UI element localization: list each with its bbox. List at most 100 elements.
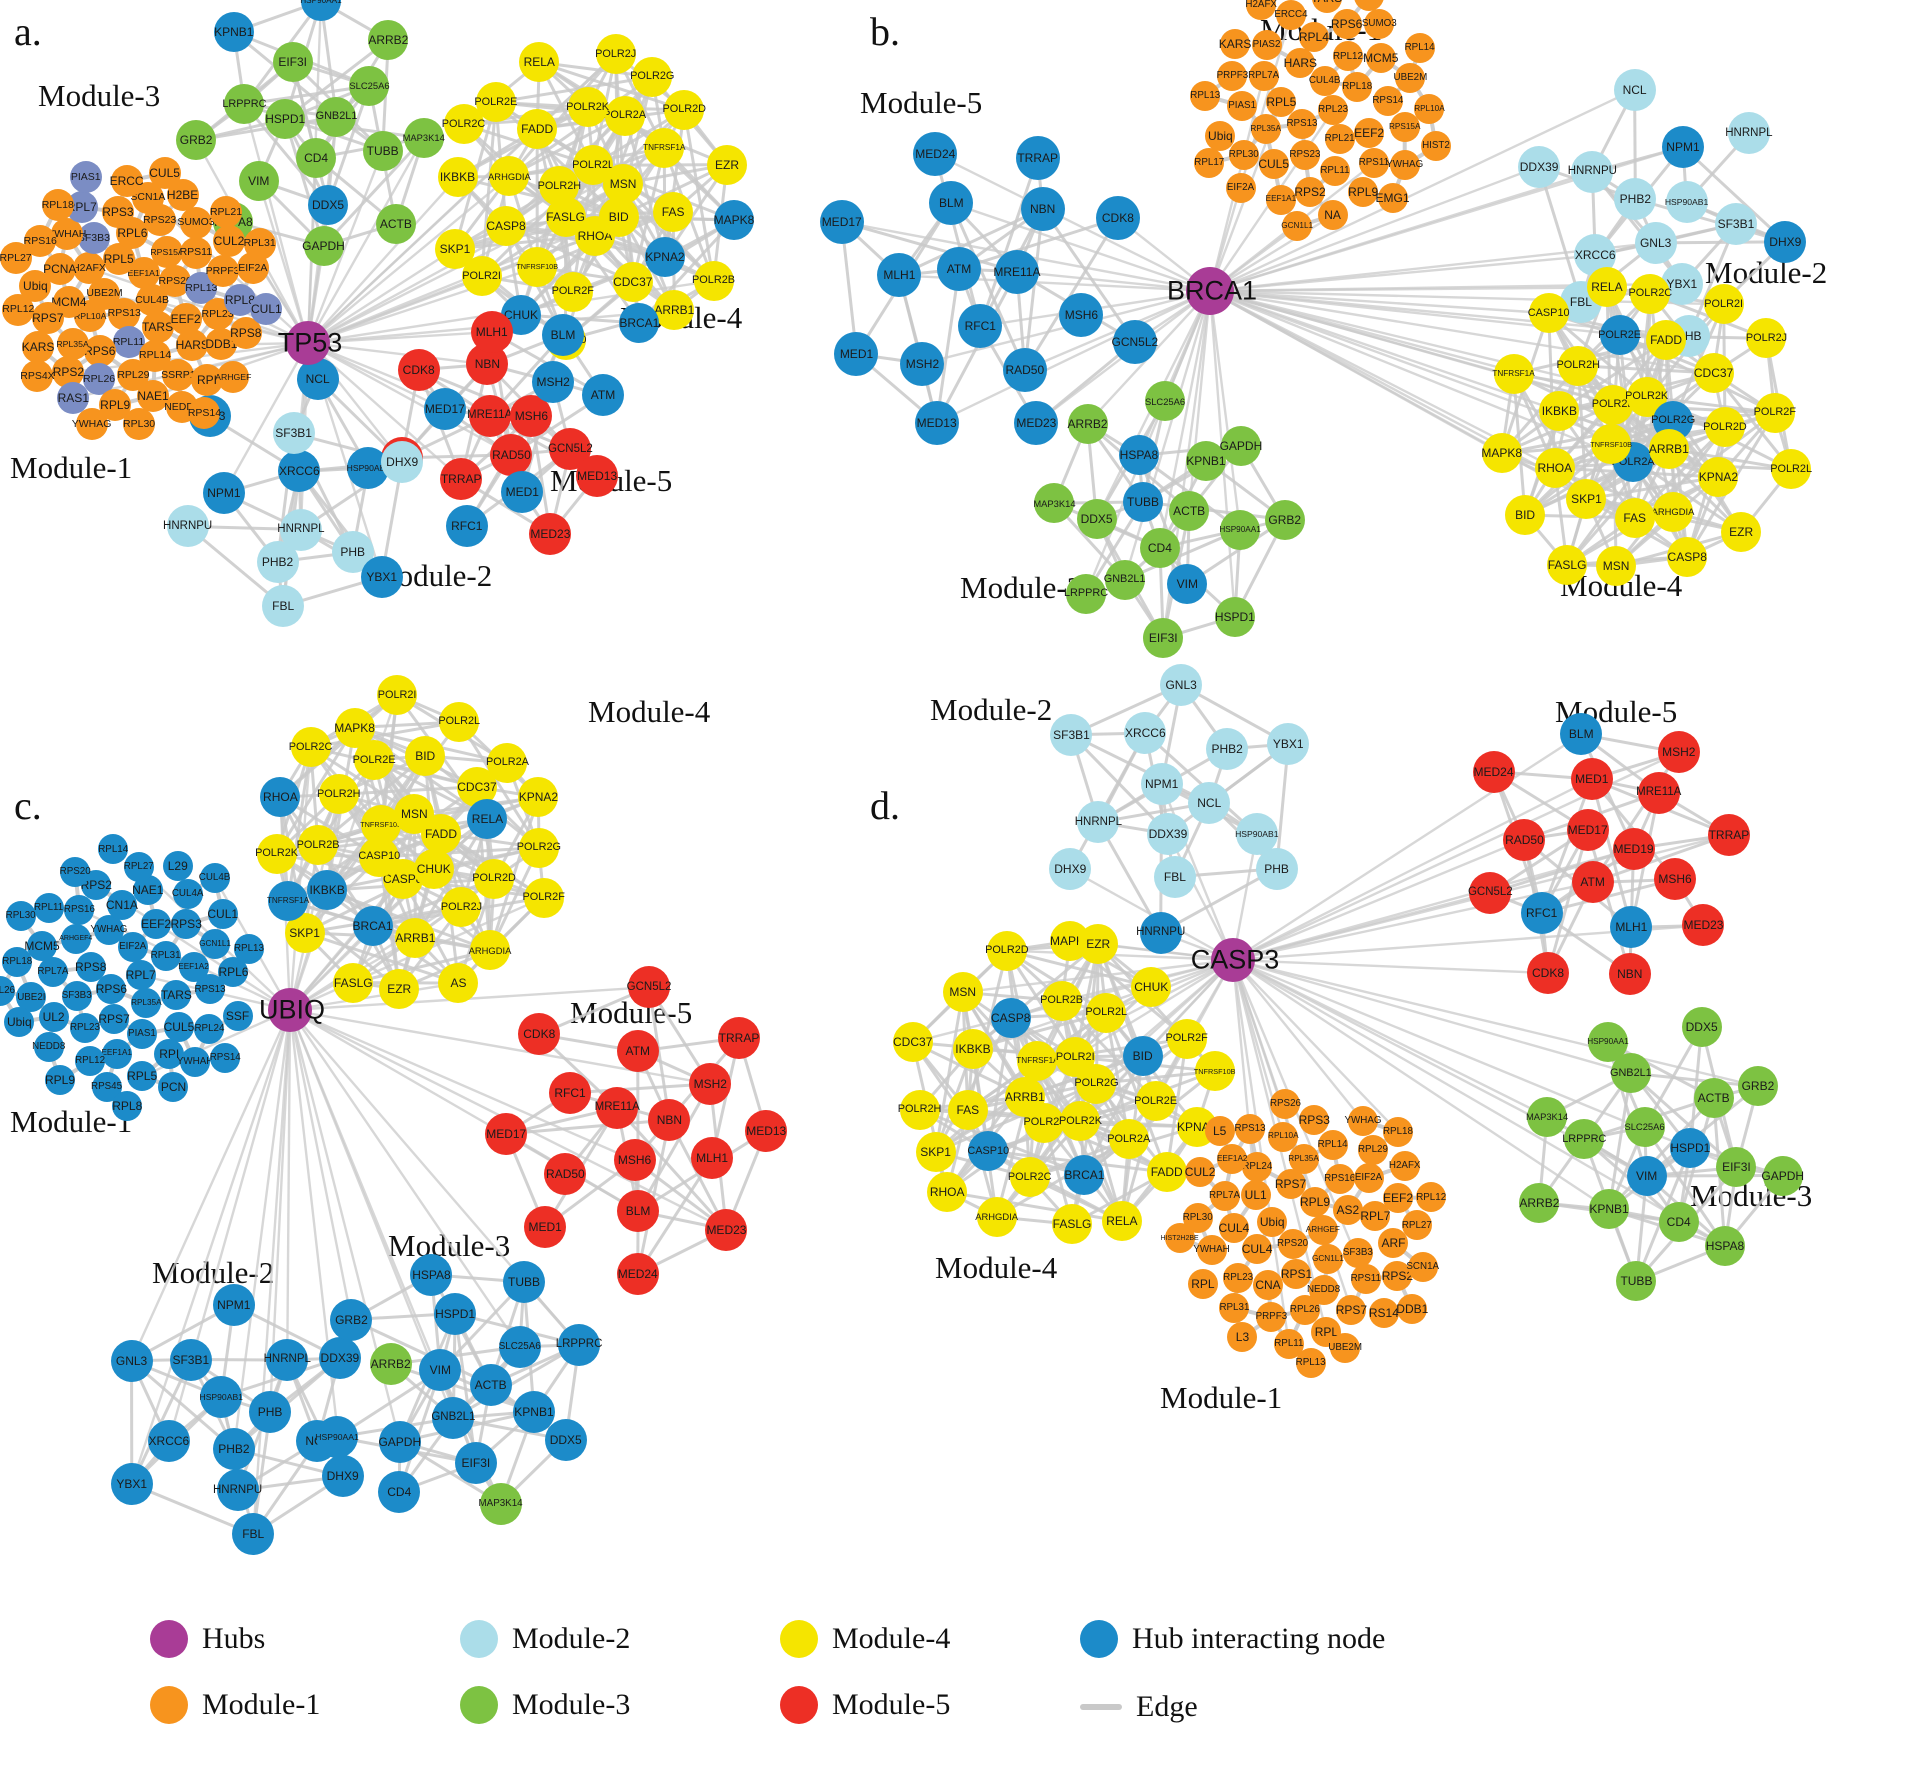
node-phb2[interactable]: PHB2 [256,540,299,583]
node-as2[interactable]: AS2 [1332,1195,1363,1226]
node-eif2a[interactable]: EIF2A [1225,172,1256,203]
node-polr2f[interactable]: POLR2F [1754,392,1796,433]
node-fadd[interactable]: FADD [1146,1152,1187,1193]
node-rpl7a[interactable]: RPL7A [37,956,68,987]
node-polr2e[interactable]: POLR2E [1134,1081,1177,1122]
node-rpl9[interactable]: RPL9 [1348,176,1378,207]
node-prpf3[interactable]: PRPF3 [206,254,240,287]
node-hspa8[interactable]: HSPA8 [1704,1225,1745,1266]
node-polr2l[interactable]: POLR2L [438,701,480,742]
node-tubb[interactable]: TUBB [503,1261,546,1304]
node-map3k14[interactable]: MAP3K14 [1033,483,1076,524]
hub-node[interactable] [1211,938,1255,982]
node-rpl4[interactable]: RPL4 [1299,21,1329,52]
node-rps4x[interactable]: RPS4X [20,360,55,393]
hub-label-ubiq[interactable]: UBIQ [258,994,326,1025]
node-hspd1[interactable]: HSPD1 [1214,596,1255,637]
node-mlh1[interactable]: MLH1 [470,311,513,354]
node-grb2[interactable]: GRB2 [1264,499,1305,540]
node-arrb1[interactable]: ARRB1 [1648,428,1689,469]
node-gcn5l2[interactable]: GCN5L2 [1468,871,1513,914]
node-cul1[interactable]: CUL1 [250,293,283,326]
node-blm[interactable]: BLM [617,1190,660,1233]
node-rpl31[interactable]: RPL31 [1219,1292,1250,1323]
node-pias1[interactable]: PIAS1 [1227,91,1258,122]
node-rpl13[interactable]: RPL13 [1190,80,1221,111]
node-eef1a2[interactable]: EEF1A2 [1217,1143,1247,1174]
node-rps3[interactable]: RPS3 [171,909,202,940]
node-na[interactable]: NA [1317,200,1348,231]
node-med1[interactable]: MED1 [524,1205,567,1248]
node-rela[interactable]: RELA [1101,1201,1142,1242]
node-arhgdia[interactable]: ARHGDIA [975,1196,1018,1237]
node-bid[interactable]: BID [1122,1035,1163,1076]
node-rps7[interactable]: RPS7 [1336,1295,1367,1326]
node-med24[interactable]: MED24 [616,1252,659,1295]
node-ssrp1[interactable]: SSRP1 [161,358,196,391]
node-sf3b1[interactable]: SF3B1 [169,1338,212,1381]
node-polr2i[interactable]: POLR2I [461,256,502,297]
node-polr2k[interactable]: POLR2K [566,87,609,128]
node-ncl[interactable]: NCL [1613,68,1656,111]
node-arrb2[interactable]: ARRB2 [369,1343,412,1386]
node-cd4[interactable]: CD4 [1139,527,1180,568]
node-med23[interactable]: MED23 [1682,904,1725,947]
node-rpl23[interactable]: RPL23 [1318,95,1349,126]
node-npm1[interactable]: NPM1 [1140,763,1183,806]
node-chuk[interactable]: CHUK [413,849,454,890]
node-bid[interactable]: BID [405,735,446,776]
node-rpl18[interactable]: RPL18 [2,947,33,978]
node-ubiq[interactable]: Ubiq [1257,1206,1288,1237]
node-casp10[interactable]: CASP10 [1528,293,1570,334]
node-rpl21[interactable]: RPL21 [210,195,242,228]
node-rela[interactable]: RELA [519,42,560,83]
node-ddx5[interactable]: DDX5 [1076,498,1117,539]
node-kpna2[interactable]: KPNA2 [518,777,559,818]
node-kars[interactable]: KARS [1219,28,1251,59]
node-npm1[interactable]: NPM1 [202,472,245,515]
node-blm[interactable]: BLM [1560,713,1603,756]
node-polr2f[interactable]: POLR2F [1165,1018,1208,1059]
node-msn[interactable]: MSN [1596,545,1637,586]
node-rpl9[interactable]: RPL9 [1300,1186,1330,1217]
node-mapk8[interactable]: MAPK8 [1481,433,1522,474]
node-rps6[interactable]: RPS6 [1331,8,1362,39]
node-actb[interactable]: ACTB [469,1363,512,1406]
node-rpl29[interactable]: RPL29 [1357,1134,1388,1165]
node-tars[interactable]: TARS [161,980,192,1011]
hub-node[interactable] [286,321,330,365]
node-rpl14[interactable]: RPL14 [1404,33,1435,64]
node-rps13[interactable]: RPS13 [1235,1114,1266,1145]
node-fbl[interactable]: FBL [1153,855,1196,898]
node-cul1[interactable]: CUL1 [207,898,238,929]
node-polr2g[interactable]: POLR2G [630,56,674,97]
node-rpl7[interactable]: RPL7 [126,960,156,991]
node-nae1[interactable]: NAE1 [137,380,170,413]
node-rps15a[interactable]: RPS15A [150,235,184,268]
node-trrap[interactable]: TRRAP [440,458,483,501]
node-hspa8[interactable]: HSPA8 [1118,435,1159,476]
node-polr2j[interactable]: POLR2J [1746,318,1787,359]
node-casp8[interactable]: CASP8 [990,997,1031,1038]
node-ikbkb[interactable]: IKBKB [952,1028,993,1069]
node-rad50[interactable]: RAD50 [1503,818,1546,861]
node-cul4[interactable]: CUL4 [1219,1212,1249,1243]
node-rpl5[interactable]: RPL5 [1266,86,1296,117]
node-cdc37[interactable]: CDC37 [1693,353,1734,394]
node-msh6[interactable]: MSH6 [613,1139,656,1182]
node-npm1[interactable]: NPM1 [1661,125,1704,168]
node-rps7[interactable]: RPS7 [1275,1169,1306,1200]
node-hist2h2be[interactable]: HIST2H2BE [1161,1223,1199,1254]
node-blm[interactable]: BLM [929,181,974,226]
node-ubiq[interactable]: Ubiq [4,1007,35,1038]
node-rhoa[interactable]: RHOA [927,1171,968,1212]
node-gapdh[interactable]: GAPDH [1761,1155,1804,1196]
node-polr2b[interactable]: POLR2B [1592,384,1635,425]
node-gnl3[interactable]: GNL3 [110,1339,153,1382]
node-polr2a[interactable]: POLR2A [603,95,646,136]
node-fas[interactable]: FAS [653,191,694,232]
node-rpl13[interactable]: RPL13 [233,933,264,964]
node-cdc37[interactable]: CDC37 [612,261,653,302]
node-nedd8[interactable]: NEDD8 [32,1031,65,1062]
node-h2afx[interactable]: H2AFX [72,252,106,285]
